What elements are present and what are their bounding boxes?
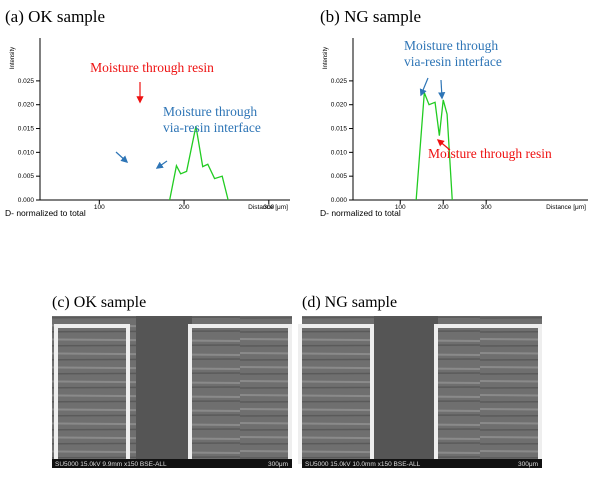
annotation: Moisture through (404, 38, 498, 53)
annotation: Moisture through resin (90, 60, 214, 75)
x-tick-label: 200 (438, 204, 449, 211)
x-axis-label: Distance [μm] (546, 204, 586, 211)
image-title: (d) NG sample (302, 294, 397, 311)
y-tick-label: 0.010 (18, 149, 35, 156)
annotation: via-resin interface (404, 54, 502, 69)
subtitle: D- normalized to total (320, 208, 401, 218)
chart-title: (b) NG sample (320, 7, 421, 26)
y-axis-label: Intensity (10, 47, 16, 69)
image-caption: SU5000 15.0kV 9.9mm x150 BSE-ALL (55, 461, 167, 468)
scale-label: 300μm (268, 461, 288, 468)
subtitle: D- normalized to total (5, 208, 86, 218)
micrograph-c: (c) OK sample SU5000 15.0kV 9.9mm x150 B… (52, 294, 292, 468)
y-tick-label: 0.010 (331, 149, 348, 156)
micrograph-d: (d) NG sample SU5000 15.0kV 10.0mm x150 … (298, 294, 542, 468)
y-tick-label: 0.015 (331, 126, 348, 133)
annotation: Moisture through (163, 104, 257, 119)
x-tick-label: 300 (263, 204, 274, 211)
y-tick-label: 0.020 (18, 102, 35, 109)
y-tick-label: 0.025 (331, 78, 348, 85)
data-line (169, 126, 229, 201)
y-tick-label: 0.020 (331, 102, 348, 109)
annotation-arrow (115, 151, 129, 163)
annotation-arrow (438, 79, 446, 100)
scale-label: 300μm (518, 461, 538, 468)
y-tick-label: 0.025 (18, 78, 35, 85)
image-caption: SU5000 15.0kV 10.0mm x150 BSE-ALL (305, 461, 421, 468)
annotation: via-resin interface (163, 120, 261, 135)
y-axis-label: Intensity (323, 47, 329, 69)
x-axis-label: Distance [μm] (248, 204, 288, 211)
y-tick-label: 0.015 (18, 126, 35, 133)
annotation: Moisture through resin (428, 146, 552, 161)
y-tick-label: 0.005 (18, 173, 35, 180)
image-title: (c) OK sample (52, 294, 146, 311)
annotation-arrow (419, 77, 429, 97)
chart-title: (a) OK sample (5, 7, 105, 26)
annotation-arrow (155, 160, 168, 169)
x-tick-label: 200 (179, 204, 190, 211)
x-tick-label: 100 (395, 204, 406, 211)
x-tick-label: 300 (481, 204, 492, 211)
annotation-arrow (436, 139, 451, 151)
y-tick-label: 0.000 (331, 197, 348, 204)
y-tick-label: 0.005 (331, 173, 348, 180)
x-tick-label: 100 (94, 204, 105, 211)
y-tick-label: 0.000 (18, 197, 35, 204)
